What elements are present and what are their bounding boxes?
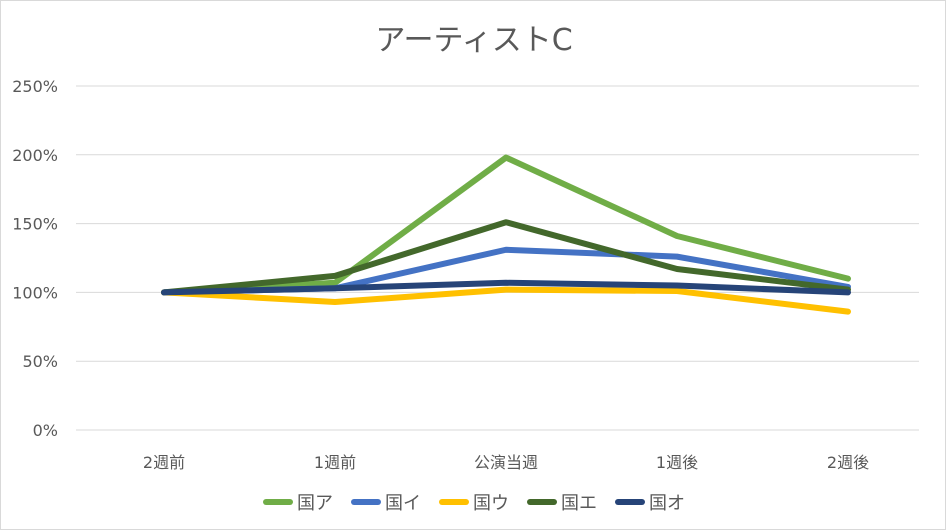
y-tick-label: 250%	[12, 77, 58, 96]
legend: 国ア 国イ 国ウ 国エ 国オ	[1, 489, 946, 515]
legend-swatch	[615, 499, 645, 505]
x-tick-label: 2週前	[143, 453, 185, 472]
x-tick-label: 2週後	[827, 453, 869, 472]
series-line	[161, 279, 851, 296]
chart-title: アーティストC	[375, 23, 573, 58]
x-tick-label: 公演当週	[474, 453, 538, 472]
legend-label: 国エ	[561, 493, 597, 514]
legend-item: 国ウ	[439, 489, 509, 515]
y-tick-label: 200%	[12, 146, 58, 165]
legend-item: 国オ	[615, 489, 685, 515]
legend-item: 国ア	[263, 489, 333, 515]
y-tick-label: 50%	[22, 352, 58, 371]
y-tick-label: 0%	[33, 421, 58, 440]
x-tick-label: 1週前	[314, 453, 356, 472]
series-line	[161, 219, 851, 296]
legend-swatch	[439, 499, 469, 505]
x-tick-label: 1週後	[656, 453, 698, 472]
legend-label: 国ウ	[473, 493, 509, 514]
legend-item: 国イ	[351, 489, 421, 515]
legend-swatch	[263, 499, 293, 505]
y-tick-label: 150%	[12, 215, 58, 234]
legend-label: 国ア	[297, 493, 333, 514]
series-line	[161, 286, 851, 315]
series-line	[161, 154, 851, 296]
y-tick-label: 100%	[12, 283, 58, 302]
legend-label: 国オ	[649, 493, 685, 514]
legend-label: 国イ	[385, 493, 421, 514]
legend-swatch	[351, 499, 381, 505]
legend-item: 国エ	[527, 489, 597, 515]
legend-swatch	[527, 499, 557, 505]
